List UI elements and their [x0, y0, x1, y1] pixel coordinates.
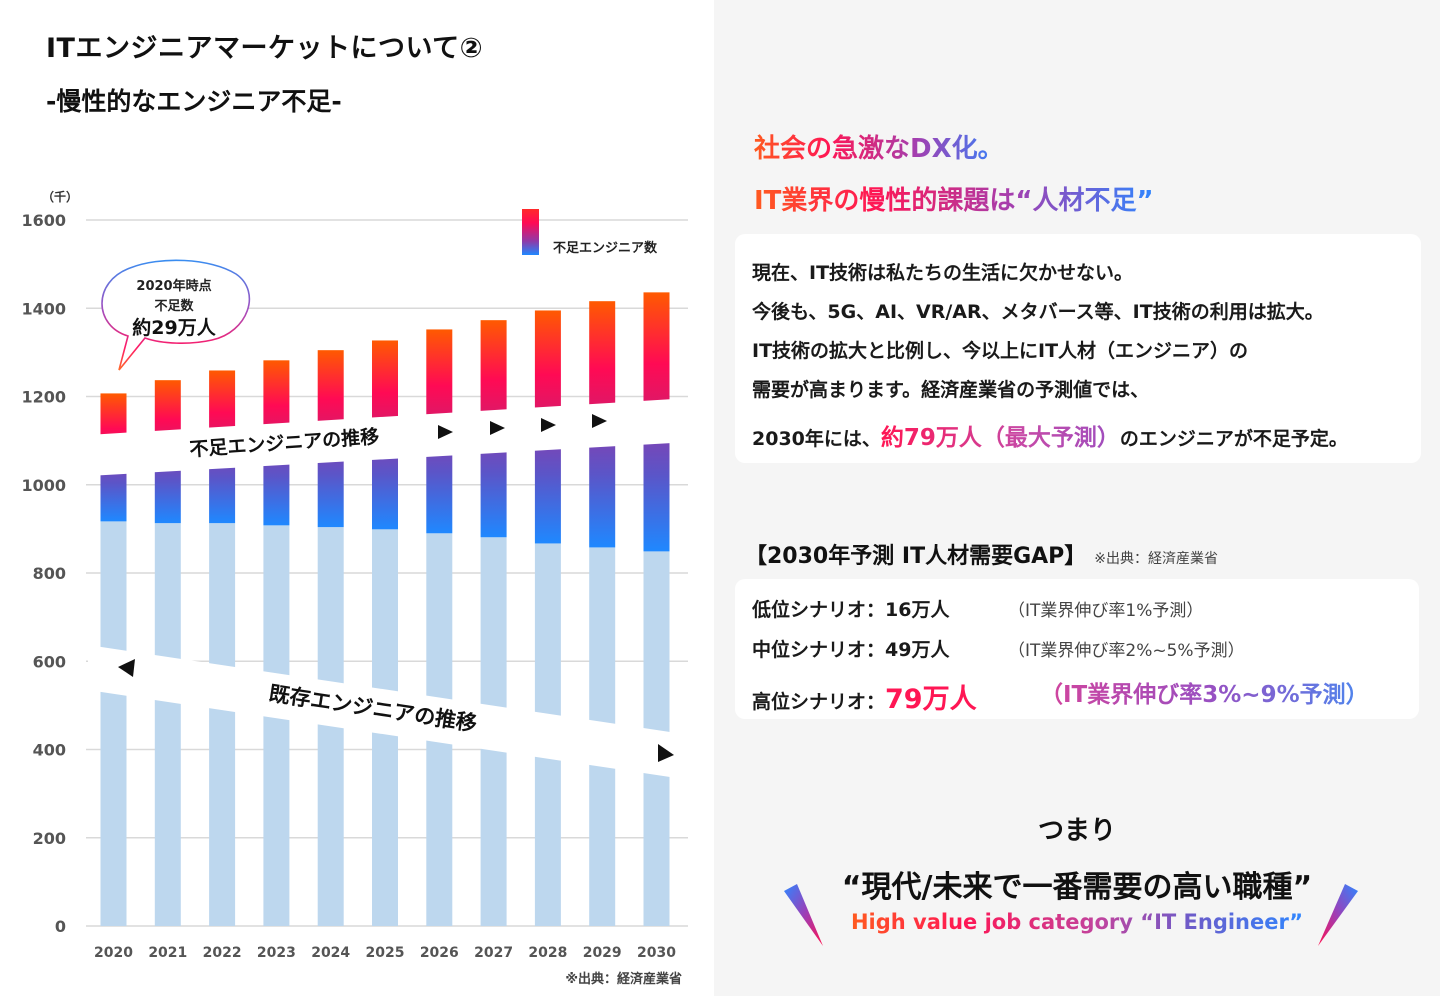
y-tick-label: 0	[55, 917, 66, 936]
x-tick-label: 2023	[257, 945, 296, 961]
x-tick-label: 2028	[528, 945, 567, 961]
x-tick-label: 2030	[637, 945, 676, 961]
bar-shortage-upper-2026	[426, 329, 453, 424]
gap-source: ※出典：経済産業省	[1094, 551, 1219, 567]
trend-arrow-icon	[490, 421, 505, 435]
bar-existing-2023	[263, 525, 290, 926]
headline-shortage: IT業界の慢性的課題は“人材不足”	[754, 180, 1154, 217]
scenario-note: （IT業界伸び率1%予測）	[1008, 601, 1204, 621]
gap-section-title: 【2030年予測 IT人材需要GAP】 ※出典：経済産業省	[745, 538, 1218, 570]
y-tick-label: 600	[33, 652, 66, 671]
info-panel	[714, 0, 1440, 996]
scenario-note: （IT業界伸び率2%~5%予測）	[1008, 641, 1245, 661]
scenario-card: 低位シナリオ：16万人 （IT業界伸び率1%予測） 中位シナリオ：49万人 （I…	[735, 579, 1419, 719]
bar-shortage-upper-2024	[317, 350, 344, 432]
conclusion-english-text: High value job category “IT Engineer”	[850, 910, 1304, 934]
y-tick-label: 400	[33, 741, 66, 760]
conclusion-lead: つまり	[1037, 816, 1116, 846]
page-title: ITエンジニアマーケットについて②	[46, 33, 484, 64]
scenario-value: 79万人	[885, 684, 977, 715]
y-tick-label: 200	[33, 829, 66, 848]
x-tick-label: 2026	[420, 945, 459, 961]
y-tick-label: 1000	[21, 476, 66, 495]
x-tick-label: 2021	[148, 945, 187, 961]
shortage-bar-chart: （千） 0 200 400 600 800 1000 1200 1400 1600 2020 2021…	[21, 189, 690, 987]
x-tick-label: 2020	[94, 945, 133, 961]
scenario-value: 16万人	[885, 599, 950, 621]
callout-line-1: 2020年時点	[136, 278, 211, 294]
callout-line-3: 約29万人	[132, 316, 216, 339]
scenario-value: 49万人	[885, 639, 950, 661]
x-tick-label: 2024	[311, 945, 350, 961]
scenario-label: 高位シナリオ：	[752, 691, 886, 713]
headline-dx: 社会の急激なDX化。	[754, 128, 1004, 165]
trend-arrow-left-icon	[118, 659, 135, 677]
y-tick-label: 800	[33, 564, 66, 583]
explanation-line: 今後も、5G、AI、VR/AR、メタバース等、IT技術の利用は拡大。	[752, 301, 1324, 323]
shortage-trend-band	[88, 398, 690, 476]
explanation-line-forecast: 2030年には、約79万人（最大予測）のエンジニアが不足予定。	[752, 418, 1348, 452]
callout-line-2: 不足数	[154, 298, 194, 314]
chart-panel: ITエンジニアマーケットについて② -慢性的なエンジニア不足-	[0, 0, 714, 996]
bar-shortage-upper-2030	[643, 292, 670, 412]
y-tick-label: 1400	[21, 299, 66, 318]
explanation-line: 現在、IT技術は私たちの生活に欠かせない。	[752, 262, 1134, 284]
bar-existing-2021	[154, 523, 181, 926]
y-tick-label: 1600	[21, 211, 66, 230]
legend-label: 不足エンジニア数	[553, 240, 658, 256]
conclusion-text: “現代/未来で一番需要の高い職種”	[841, 870, 1313, 905]
conclusion-block: つまり “現代/未来で一番需要の高い職種” High value job cat…	[714, 0, 1440, 996]
y-axis-unit-label: （千）	[42, 189, 78, 204]
gap-title: 【2030年予測 IT人材需要GAP】	[745, 544, 1087, 569]
forecast-highlight: 約79万人（最大予測）	[880, 425, 1120, 451]
x-tick-label: 2025	[366, 945, 405, 961]
scenario-label: 中位シナリオ：	[752, 639, 886, 661]
x-tick-label: 2029	[583, 945, 622, 961]
explanation-card: 現在、IT技術は私たちの生活に欠かせない。 今後も、5G、AI、VR/AR、メタ…	[735, 234, 1421, 463]
trend-arrow-icon	[541, 418, 556, 432]
bar-existing-2022	[209, 523, 236, 926]
y-tick-label: 1200	[21, 388, 66, 407]
forecast-prefix: 2030年には、	[752, 428, 881, 450]
scenario-low: 低位シナリオ：16万人 （IT業界伸び率1%予測）	[752, 595, 1203, 622]
conclusion-english: High value job category “IT Engineer”	[714, 910, 1440, 934]
explanation-line: IT技術の拡大と比例し、今以上にIT人材（エンジニア）の	[752, 340, 1249, 362]
scenario-mid: 中位シナリオ：49万人 （IT業界伸び率2%~5%予測）	[752, 635, 1245, 662]
x-tick-label: 2027	[474, 945, 513, 961]
bar-shortage-upper-2028	[534, 310, 561, 418]
scenario-label: 低位シナリオ：	[752, 599, 886, 621]
bar-shortage-upper-2025	[372, 340, 398, 428]
chart-source-note: ※出典：経済産業省	[565, 971, 682, 987]
trend-arrow-icon	[592, 414, 607, 428]
trend-arrow-icon	[438, 425, 453, 439]
x-tick-label: 2022	[203, 945, 242, 961]
bar-shortage-upper-2027	[480, 320, 507, 421]
scenario-note: （IT業界伸び率3%~9%予測）	[1040, 675, 1369, 709]
scenario-high: 高位シナリオ：79万人 （IT業界伸び率3%~9%予測）	[752, 677, 1369, 716]
existing-trend-band	[88, 645, 690, 780]
explanation-line: 需要が高まります。経済産業省の予測値では、	[752, 379, 1150, 401]
forecast-suffix: のエンジニアが不足予定。	[1119, 428, 1348, 450]
bar-shortage-upper-2029	[589, 301, 616, 415]
trend-arrow-right-icon	[658, 744, 674, 762]
bar-existing-2020	[100, 521, 127, 926]
page-subtitle: -慢性的なエンジニア不足-	[46, 87, 342, 116]
legend-swatch	[522, 209, 539, 255]
